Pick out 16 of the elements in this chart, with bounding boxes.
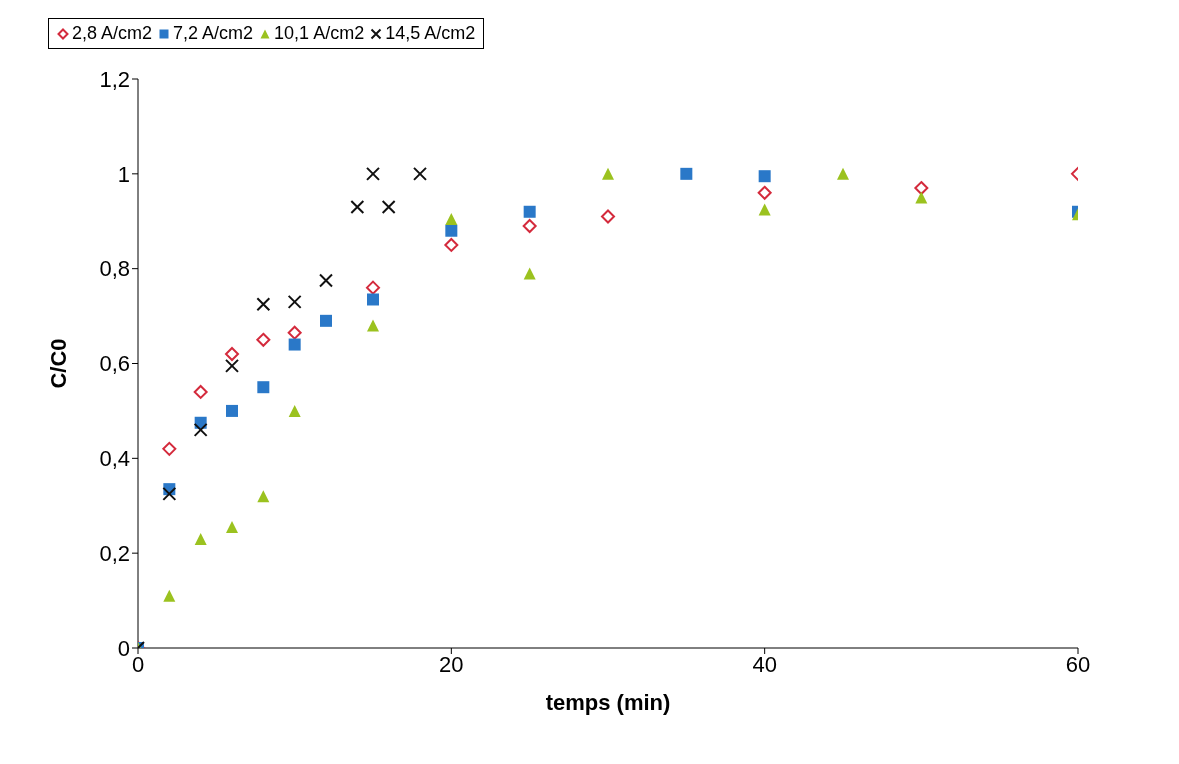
y-tick-label: 0,8 [99,256,130,282]
y-tick-label: 0,2 [99,540,130,566]
y-axis-title: C/C0 [45,338,71,389]
legend-label: 14,5 A/cm2 [385,23,476,44]
y-tick-label: 1,2 [99,66,130,92]
y-tick-label: 0,6 [99,351,130,377]
x-axis-title: temps (min) [545,690,671,715]
legend-label: 10,1 A/cm2 [274,23,365,44]
legend-label: 2,8 A/cm2 [72,23,153,44]
x-tick-label: 20 [439,651,464,677]
x-tick-label: 60 [1065,651,1091,677]
y-tick-label: 0,4 [99,446,130,472]
y-tick-label: 1 [117,161,130,187]
legend-label: 7,2 A/cm2 [173,23,254,44]
y-tick-label: 0 [117,635,130,661]
x-tick-label: 40 [752,651,777,677]
